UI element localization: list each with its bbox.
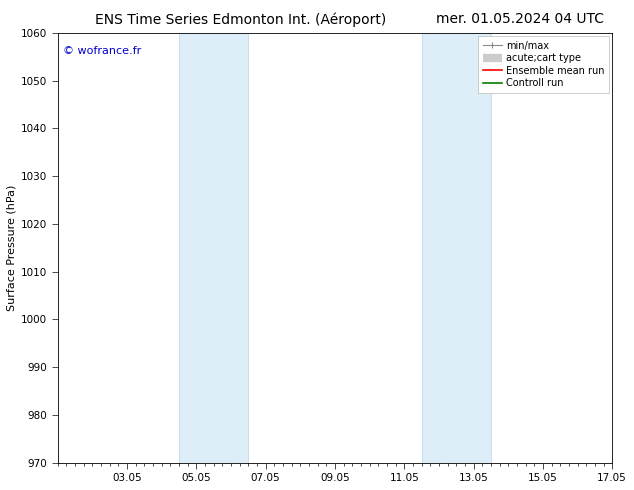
Y-axis label: Surface Pressure (hPa): Surface Pressure (hPa)	[7, 185, 17, 311]
Legend: min/max, acute;cart type, Ensemble mean run, Controll run: min/max, acute;cart type, Ensemble mean …	[477, 36, 609, 93]
Text: © wofrance.fr: © wofrance.fr	[63, 46, 141, 56]
Bar	[422, 33, 491, 463]
Bar	[179, 33, 249, 463]
Text: ENS Time Series Edmonton Int. (Aéroport): ENS Time Series Edmonton Int. (Aéroport)	[95, 12, 387, 27]
Text: mer. 01.05.2024 04 UTC: mer. 01.05.2024 04 UTC	[436, 12, 604, 26]
